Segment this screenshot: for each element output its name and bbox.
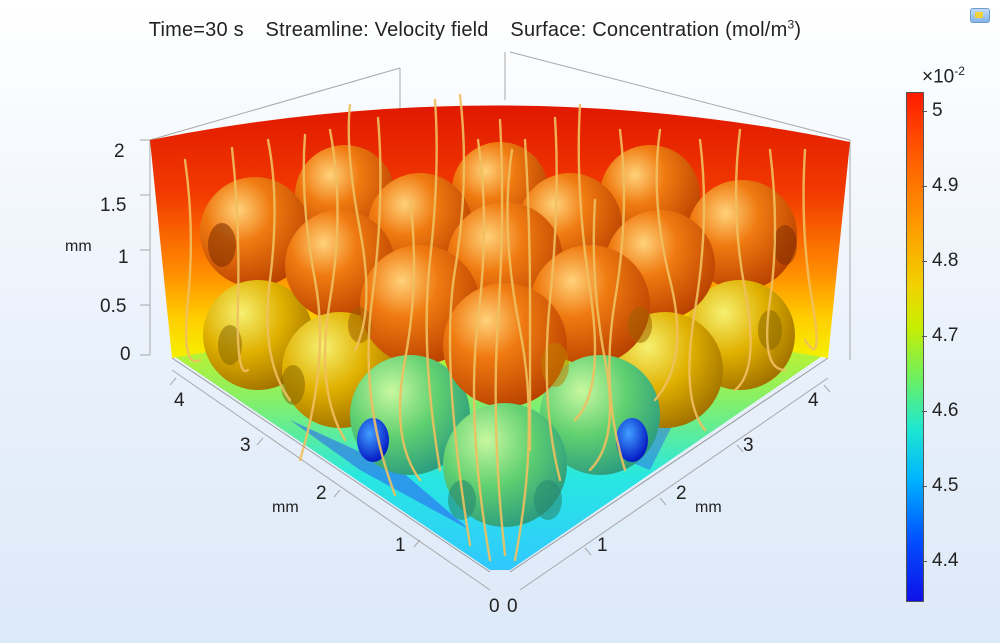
colorbar-label: 5 <box>932 100 943 121</box>
right-tick-1: 1 <box>597 535 608 556</box>
right-tick-2: 2 <box>676 483 687 504</box>
title-time: Time=30 s <box>148 18 244 41</box>
colorbar-tick <box>922 486 927 487</box>
colorbar-tick <box>922 261 927 262</box>
right-tick-0: 0 <box>507 596 518 617</box>
left-tick-2: 2 <box>316 483 327 504</box>
left-tick-0: 0 <box>489 596 500 617</box>
z-axis-unit: mm <box>65 238 92 255</box>
z-tick-1: 1 <box>118 247 129 268</box>
colorbar-label: 4.6 <box>932 400 959 421</box>
right-tick-4: 4 <box>808 390 819 411</box>
z-tick-1-5: 1.5 <box>100 195 127 216</box>
colorbar-tick <box>922 411 927 412</box>
colorbar-label: 4.7 <box>932 325 959 346</box>
title-surface: Surface: Concentration (mol/m3) <box>510 17 802 41</box>
colorbar-label: 4.4 <box>932 550 959 571</box>
left-axis-unit: mm <box>272 499 299 516</box>
colorbar-label: 4.8 <box>932 250 959 271</box>
colorbar-tick <box>922 561 927 562</box>
right-tick-3: 3 <box>743 435 754 456</box>
colorbar-label: 4.9 <box>932 175 959 196</box>
colorbar-tick <box>922 186 927 187</box>
grid-lines <box>140 51 851 591</box>
left-tick-1: 1 <box>395 535 406 556</box>
right-axis-unit: mm <box>695 499 722 516</box>
colorbar-tick <box>922 111 927 112</box>
floor-cold-zone <box>290 420 470 530</box>
left-tick-4: 4 <box>174 390 185 411</box>
title-streamline: Streamline: Velocity field <box>265 18 489 41</box>
z-tick-0-5: 0.5 <box>100 296 127 317</box>
colorbar <box>906 92 924 602</box>
colorbar-tick <box>922 336 927 337</box>
colorbar-exponent: ×10-2 <box>922 64 965 88</box>
plot-title: Time=30 s Streamline: Velocity field Sur… <box>0 17 950 42</box>
snapshot-icon[interactable] <box>970 8 990 23</box>
z-tick-0: 0 <box>120 344 131 365</box>
velocity-streamlines <box>183 93 818 562</box>
particle-spheres <box>200 142 797 527</box>
box-edges <box>171 357 829 573</box>
left-tick-3: 3 <box>240 435 251 456</box>
colorbar-label: 4.5 <box>932 475 959 496</box>
z-tick-2: 2 <box>114 141 125 162</box>
